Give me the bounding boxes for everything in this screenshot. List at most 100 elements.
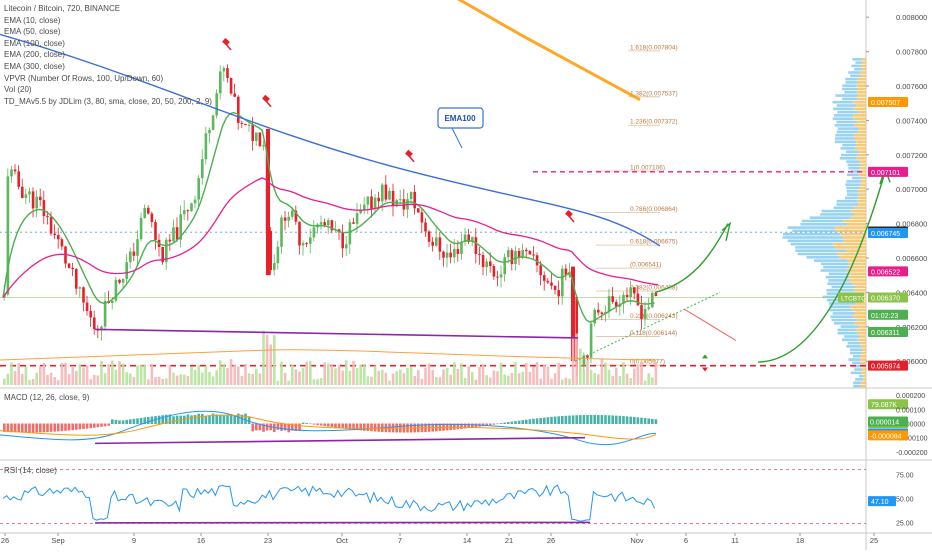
time-tick-label: 7 xyxy=(398,536,402,545)
volume-bar xyxy=(496,371,499,385)
macd-hist-bar xyxy=(93,424,96,428)
macd-hist-bar xyxy=(511,422,514,424)
vpvr-bar-up xyxy=(829,273,849,276)
rsi-tick-label: 50.00 xyxy=(896,496,914,503)
volume-bar xyxy=(521,372,524,385)
macd-hist-bar xyxy=(64,424,67,431)
vpvr-bar-up xyxy=(842,98,857,101)
macd-hist-bar xyxy=(223,416,226,424)
ema200-line xyxy=(400,0,640,100)
volume-bar xyxy=(471,372,474,385)
price-tick-label: 0.007200 xyxy=(896,151,927,160)
candle-body xyxy=(86,303,89,311)
candle-body xyxy=(601,312,604,314)
candle-body xyxy=(187,210,190,211)
volume-bar xyxy=(10,362,13,385)
volume-bar xyxy=(453,362,456,385)
candle-body xyxy=(561,269,564,297)
macd-hist-bar xyxy=(194,415,197,424)
volume-bar xyxy=(35,373,38,385)
macd-hist-bar xyxy=(363,424,366,431)
volume-bar xyxy=(89,379,92,385)
volume-bar xyxy=(583,370,586,385)
volume-bar xyxy=(147,379,150,385)
volume-bar xyxy=(503,374,506,385)
price-badge-text: 0.006522 xyxy=(871,269,900,276)
vpvr-bar-down xyxy=(861,372,866,375)
macd-hist-bar xyxy=(61,424,64,432)
vpvr-bar-up xyxy=(842,339,857,342)
macd-hist-bar xyxy=(525,420,528,424)
volume-bar xyxy=(125,372,128,385)
macd-hist-bar xyxy=(100,424,103,427)
candle-body xyxy=(28,191,31,194)
vpvr-bar-up xyxy=(846,187,859,190)
macd-hist-bar xyxy=(547,417,550,424)
up-arrow-marker xyxy=(702,354,708,358)
macd-label[interactable]: MACD (12, 26, close, 9) xyxy=(4,393,89,402)
vpvr-bar-up xyxy=(834,114,853,117)
candle-body xyxy=(255,133,258,141)
candle-body xyxy=(25,194,28,198)
macd-hist-bar xyxy=(313,424,316,425)
macd-hist-bar xyxy=(367,424,370,432)
legend-vol[interactable]: Vol (20) xyxy=(4,84,212,96)
candle-body xyxy=(280,217,283,246)
volume-bar xyxy=(525,363,528,385)
macd-hist-bar xyxy=(133,419,136,424)
vpvr-bar-down xyxy=(861,65,866,68)
sell-flag-icon xyxy=(565,210,574,222)
time-tick-label: 6 xyxy=(684,536,688,545)
macd-hist-bar xyxy=(97,424,100,428)
candle-body xyxy=(421,212,424,222)
candle-body xyxy=(208,130,211,133)
volume-bar xyxy=(302,368,305,385)
macd-hist-bar xyxy=(496,424,499,425)
volume-bar xyxy=(313,379,316,385)
price-tick-label: 0.007400 xyxy=(896,116,927,125)
rsi-label[interactable]: RSI (14, close) xyxy=(4,466,57,475)
vpvr-bar-down xyxy=(858,94,866,97)
candle-body xyxy=(385,185,388,200)
volume-bar xyxy=(61,363,64,385)
candle-body xyxy=(349,222,352,244)
volume-bar xyxy=(363,364,366,385)
macd-hist-bar xyxy=(622,416,625,424)
price-badge-text: 79.087K xyxy=(871,402,897,409)
volume-bar xyxy=(615,368,618,385)
vpvr-bar-down xyxy=(859,127,866,130)
candle-body xyxy=(201,159,204,178)
vpvr-bar-down xyxy=(858,131,866,134)
candle-body xyxy=(53,234,56,235)
macd-hist-bar xyxy=(550,417,553,424)
vpvr-bar-down xyxy=(856,157,866,160)
candle-body xyxy=(284,217,287,220)
macd-hist-bar xyxy=(255,424,258,431)
volume-bar xyxy=(633,369,636,385)
ema50-line xyxy=(3,178,658,298)
legend-ema10[interactable]: EMA (10, close) xyxy=(4,15,212,27)
vpvr-bar-down xyxy=(856,302,866,305)
legend-vpvr[interactable]: VPVR (Number Of Rows, 100, Up/Down, 60) xyxy=(4,73,212,85)
volume-bar xyxy=(374,366,377,385)
legend-ema200[interactable]: EMA (200, close) xyxy=(4,49,212,61)
legend-td[interactable]: TD_MAv5.5 by JDLim (3, 80, sma, close, 2… xyxy=(4,96,212,108)
vpvr-bar-down xyxy=(850,210,866,213)
volume-bar xyxy=(316,379,319,385)
legend-ema100[interactable]: EMA (100, close) xyxy=(4,38,212,50)
legend-ema300[interactable]: EMA (300, close) xyxy=(4,61,212,73)
vpvr-bar-down xyxy=(843,220,866,223)
vpvr-bar-down xyxy=(860,183,866,186)
volume-bar xyxy=(442,369,445,385)
candle-body xyxy=(50,217,53,234)
volume-bar xyxy=(413,376,416,385)
price-tick-label: 0.007800 xyxy=(896,48,927,57)
candle-body xyxy=(248,125,251,126)
macd-hist-bar xyxy=(583,415,586,424)
vpvr-bar-up xyxy=(802,220,843,223)
volume-bar xyxy=(205,366,208,385)
vpvr-bar-down xyxy=(856,84,866,87)
legend-ema50[interactable]: EMA (50, close) xyxy=(4,26,212,38)
macd-hist-bar xyxy=(640,418,643,424)
candle-body xyxy=(223,68,226,71)
